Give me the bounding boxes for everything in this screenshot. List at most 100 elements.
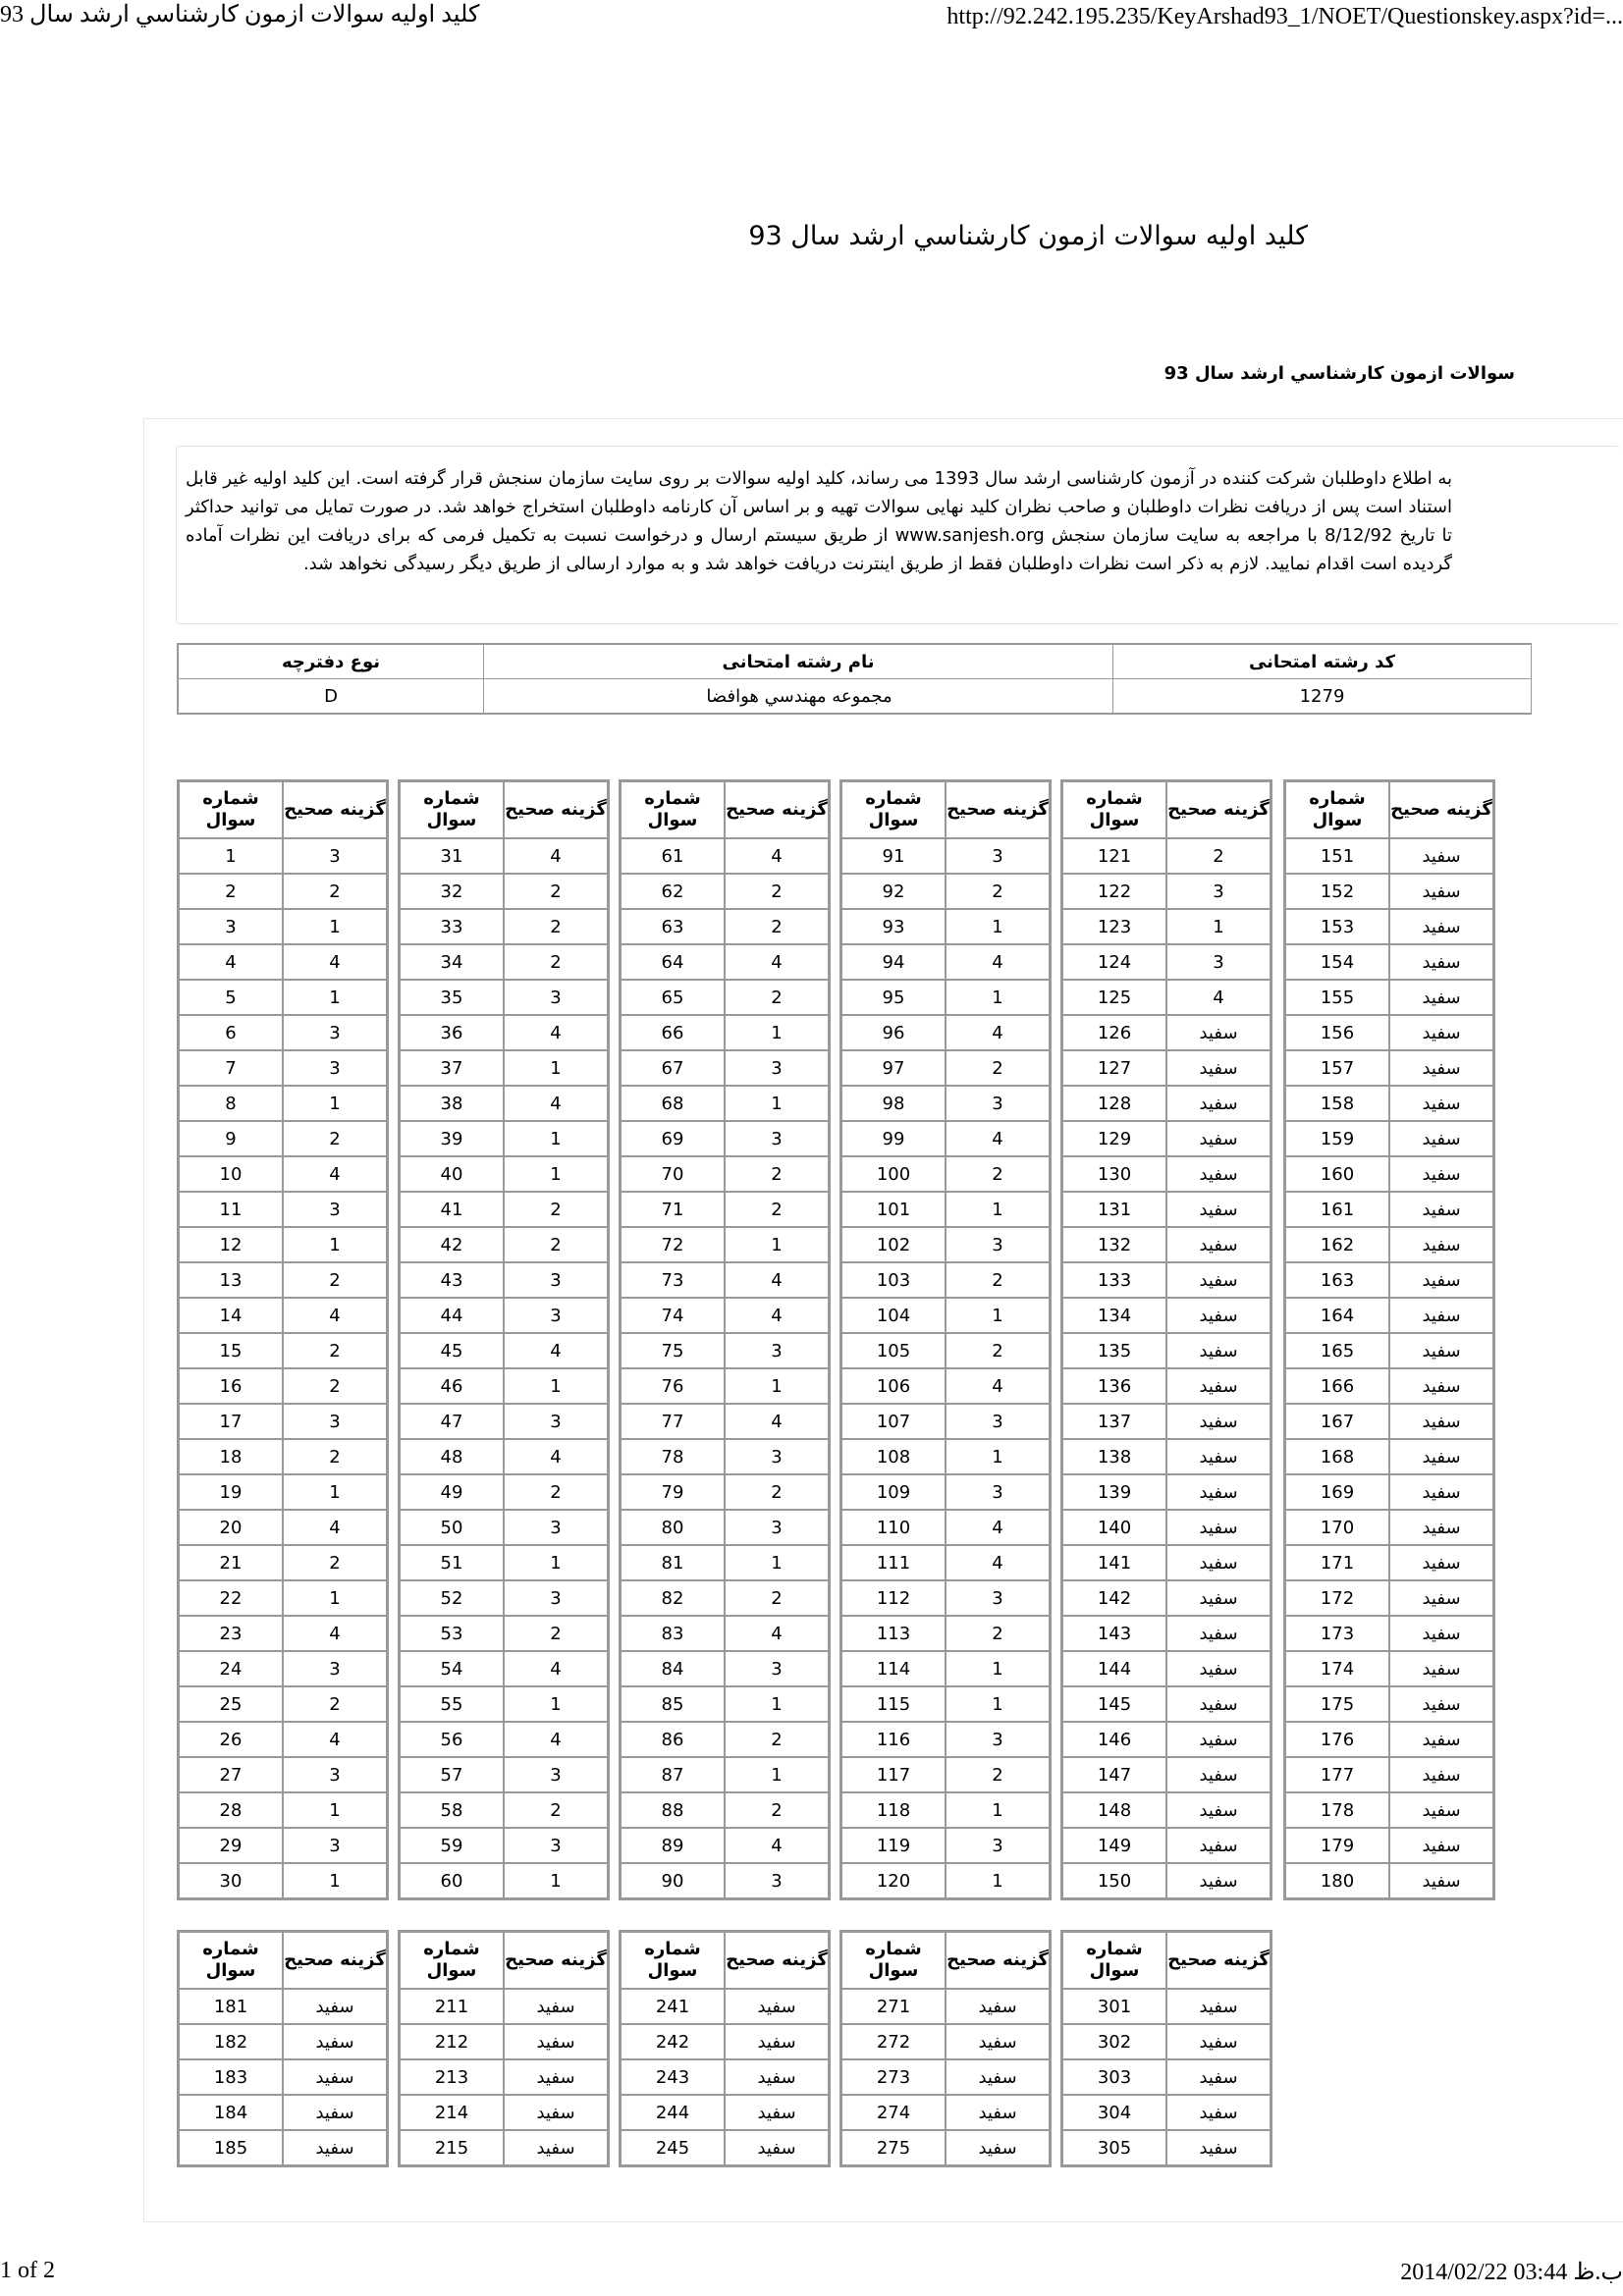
question-number: 301 (1062, 1989, 1166, 2024)
correct-answer: سفید (1389, 1686, 1493, 1722)
question-number: 171 (1285, 1545, 1389, 1580)
question-number: 144 (1062, 1651, 1166, 1686)
header-field-name: نام رشته امتحانی (484, 645, 1113, 679)
correct-answer: سفید (1389, 1722, 1493, 1757)
question-number: 68 (621, 1086, 725, 1121)
answer-row: 158 سفید (1285, 1086, 1493, 1121)
question-number: 18 (179, 1439, 283, 1474)
question-number: 130 (1062, 1156, 1166, 1192)
question-number: 70 (621, 1156, 725, 1192)
question-number: 89 (621, 1828, 725, 1863)
answer-row: 133 سفید (1062, 1262, 1271, 1298)
question-number: 111 (841, 1545, 946, 1580)
correct-answer: 2 (725, 909, 829, 944)
answer-row: 159 سفید (1285, 1121, 1493, 1156)
answer-row: 117 2 (841, 1757, 1050, 1792)
answer-row: 20 4 (179, 1510, 387, 1545)
question-number: 80 (621, 1510, 725, 1545)
question-number: 43 (400, 1262, 504, 1298)
correct-answer-header: گزینه صحیح (504, 781, 608, 838)
question-number: 176 (1285, 1722, 1389, 1757)
correct-answer: سفید (946, 2095, 1050, 2130)
answer-row: 161 سفید (1285, 1192, 1493, 1227)
correct-answer: سفید (1389, 1651, 1493, 1686)
correct-answer: سفید (1166, 1616, 1271, 1651)
answer-row: 43 3 (400, 1262, 608, 1298)
question-number: 173 (1285, 1616, 1389, 1651)
question-number: 165 (1285, 1333, 1389, 1368)
answer-row: 211 سفید (400, 1989, 608, 2024)
question-number: 50 (400, 1510, 504, 1545)
question-number: 212 (400, 2024, 504, 2059)
answer-row: 305 سفید (1062, 2130, 1271, 2165)
question-number: 82 (621, 1580, 725, 1616)
correct-answer: سفید (1166, 1156, 1271, 1192)
correct-answer: 3 (1166, 874, 1271, 909)
answer-row: 92 2 (841, 874, 1050, 909)
correct-answer: سفید (1389, 874, 1493, 909)
correct-answer: 4 (946, 1368, 1050, 1404)
question-number: 115 (841, 1686, 946, 1722)
answer-row: 95 1 (841, 980, 1050, 1015)
intro-text: به اطلاع داوطلبان شرکت کننده در آزمون کا… (185, 468, 1452, 574)
correct-answer: سفید (1389, 1262, 1493, 1298)
correct-answer: سفید (1389, 1404, 1493, 1439)
question-number: 100 (841, 1156, 946, 1192)
intro-box: به اطلاع داوطلبان شرکت کننده در آزمون کا… (176, 446, 1620, 624)
correct-answer: 1 (725, 1757, 829, 1792)
question-number: 145 (1062, 1686, 1166, 1722)
question-number: 150 (1062, 1863, 1166, 1898)
correct-answer: 3 (504, 1580, 608, 1616)
correct-answer: سفید (1389, 1580, 1493, 1616)
answer-row: 19 1 (179, 1474, 387, 1510)
question-number: 169 (1285, 1474, 1389, 1510)
correct-answer: 3 (283, 1828, 387, 1863)
answer-row: 214 سفید (400, 2095, 608, 2130)
correct-answer: سفید (1389, 1368, 1493, 1404)
question-number: 13 (179, 1262, 283, 1298)
question-number: 83 (621, 1616, 725, 1651)
answer-row: 108 1 (841, 1439, 1050, 1474)
correct-answer: 2 (283, 1121, 387, 1156)
answer-row: 84 3 (621, 1651, 829, 1686)
answer-row: 38 4 (400, 1086, 608, 1121)
answer-row: 87 1 (621, 1757, 829, 1792)
correct-answer: 3 (946, 1227, 1050, 1262)
question-number: 48 (400, 1439, 504, 1474)
correct-answer: 4 (504, 1651, 608, 1686)
browser-page-title: كليد اوليه سوالات ازمون كارشناسي ارشد سا… (0, 2, 480, 27)
answer-row: 42 2 (400, 1227, 608, 1262)
answer-row: 164 سفید (1285, 1298, 1493, 1333)
answer-row: 79 2 (621, 1474, 829, 1510)
correct-answer: سفید (283, 2130, 387, 2165)
answer-row: 25 2 (179, 1686, 387, 1722)
correct-answer: 2 (283, 1439, 387, 1474)
answer-table: شماره سوال گزینه صحیح 181 سفید 182 سفید 183 سفی… (177, 1930, 389, 2167)
correct-answer: سفید (946, 1989, 1050, 2024)
correct-answer: سفید (1389, 1474, 1493, 1510)
correct-answer: 2 (504, 1474, 608, 1510)
answer-row: 152 سفید (1285, 874, 1493, 909)
answer-row: 81 1 (621, 1545, 829, 1580)
question-number-header: شماره سوال (841, 1932, 946, 1989)
question-number: 23 (179, 1616, 283, 1651)
question-number: 102 (841, 1227, 946, 1262)
question-number: 179 (1285, 1828, 1389, 1863)
answer-row: 130 سفید (1062, 1156, 1271, 1192)
question-number: 36 (400, 1015, 504, 1050)
answer-row: 60 1 (400, 1863, 608, 1898)
correct-answer: 3 (725, 1121, 829, 1156)
answer-row: 109 3 (841, 1474, 1050, 1510)
question-number: 110 (841, 1510, 946, 1545)
question-number: 112 (841, 1580, 946, 1616)
question-number: 60 (400, 1863, 504, 1898)
correct-answer: 1 (283, 1227, 387, 1262)
correct-answer: سفید (1166, 1333, 1271, 1368)
answer-row: 86 2 (621, 1722, 829, 1757)
answer-row: 178 سفید (1285, 1792, 1493, 1828)
answer-row: 129 سفید (1062, 1121, 1271, 1156)
answer-table: شماره سوال گزینه صحیح 271 سفید 272 سفید 273 سفی… (839, 1930, 1052, 2167)
question-number: 40 (400, 1156, 504, 1192)
question-number: 140 (1062, 1510, 1166, 1545)
question-number: 76 (621, 1368, 725, 1404)
